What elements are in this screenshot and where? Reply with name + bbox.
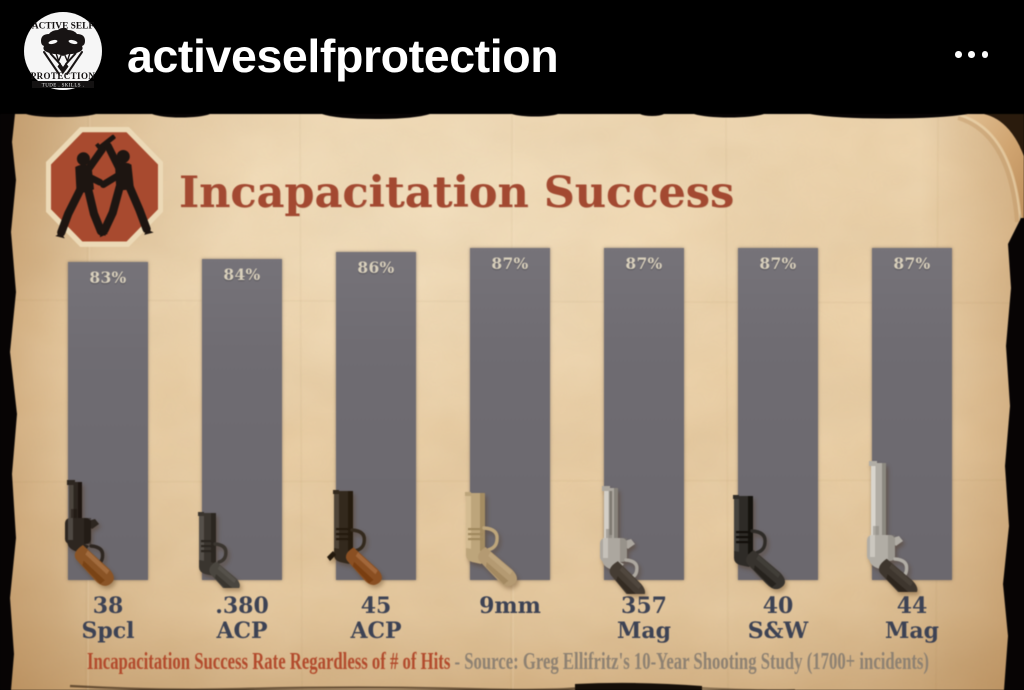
category-label-9mm: 9mm (479, 593, 541, 619)
svg-text:TUDE . SKILLS .: TUDE . SKILLS . (42, 83, 85, 88)
profile-avatar[interactable]: ACTIVE SELF PROTECTI (24, 12, 102, 90)
stop-octagon-fighting-figures-icon (46, 127, 163, 247)
viper-snake-logo: ACTIVE SELF PROTECTI (31, 22, 96, 89)
category-label-45-acp: 45 ACP (350, 593, 402, 644)
gun-357-mag-image (594, 486, 658, 600)
gun-40-sw-image (728, 495, 798, 592)
category-label-380-acp: .380 ACP (215, 593, 269, 644)
caption-source: - Source: Greg Ellifritz's 10-Year Shoot… (450, 648, 930, 675)
chart-title: Incapacitation Success (179, 168, 735, 218)
ellipsis-dot (968, 51, 975, 58)
category-label-40-sw: 40 S&W (747, 593, 809, 644)
ellipsis-dot (955, 51, 962, 58)
gun-45-acp-image (326, 490, 394, 592)
gun-38-spcl-image (58, 480, 134, 590)
category-label-357-mag: 357 Mag (617, 593, 671, 644)
ellipsis-dot (981, 51, 988, 58)
gun-380-acp-image (192, 512, 250, 593)
bar-value-label: 87% (759, 254, 797, 273)
post-header: ACTIVE SELF PROTECTI (0, 0, 1024, 114)
gun-9mm-image (460, 492, 530, 589)
post-image[interactable]: Incapacitation Success 83% 38 Spcl 84% .380… (0, 114, 1024, 690)
bar-value-label: 87% (491, 254, 529, 273)
category-label-38-spcl: 38 Spcl (81, 593, 135, 644)
bar-value-label: 87% (893, 254, 931, 273)
fighting-figures (55, 134, 154, 239)
gun-44-mag-image (862, 461, 930, 598)
bar-chart: 83% 38 Spcl 84% .380 ACP 86% 45 ACP 87% 9mm 87%… (0, 114, 1024, 690)
source-caption: Incapacitation Success Rate Regardless o… (87, 648, 929, 676)
bar-value-label: 83% (89, 268, 127, 287)
username[interactable]: activeselfprotection (127, 30, 559, 82)
category-label-44-mag: 44 Mag (885, 593, 939, 644)
caption-main: Incapacitation Success Rate Regardless o… (87, 648, 451, 675)
svg-text:ACTIVE SELF: ACTIVE SELF (32, 22, 95, 32)
bar-value-label: 84% (223, 264, 261, 284)
more-options-button[interactable] (955, 51, 988, 58)
bar-value-label: 86% (357, 257, 395, 277)
svg-text:PROTECTION: PROTECTION (31, 71, 96, 81)
bar-value-label: 87% (625, 254, 663, 273)
